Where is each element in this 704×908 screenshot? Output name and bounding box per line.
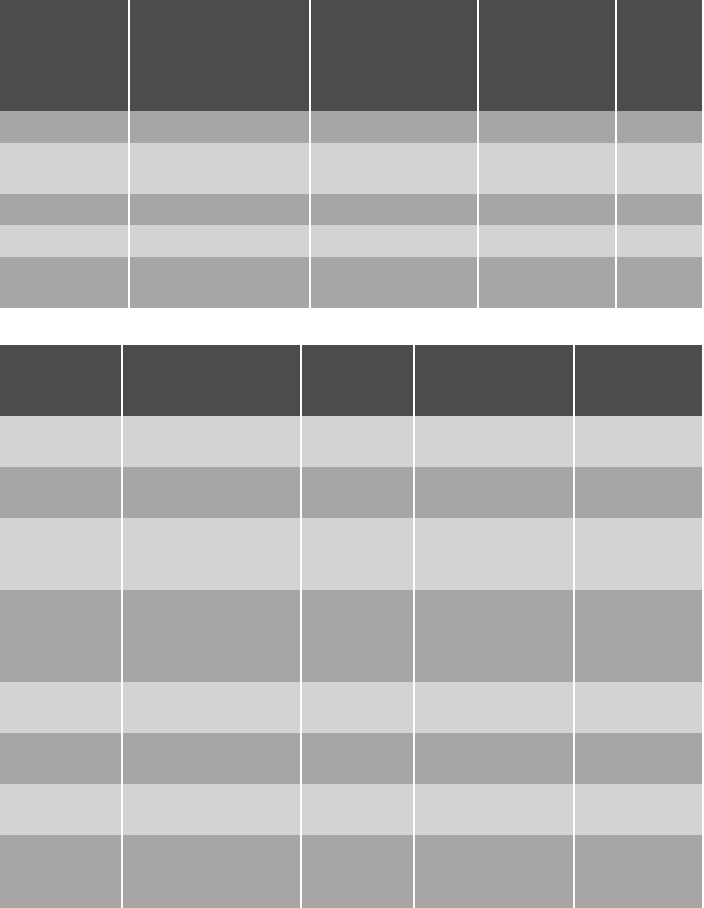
table-row <box>0 257 702 308</box>
column-divider <box>309 0 311 308</box>
table-row <box>0 784 702 835</box>
table-row <box>0 733 702 784</box>
column-divider <box>300 345 302 908</box>
table-row <box>0 225 702 257</box>
header-row <box>0 0 702 111</box>
table-row <box>0 111 702 143</box>
table-row <box>0 518 702 590</box>
table-row <box>0 467 702 518</box>
table <box>0 0 702 308</box>
table-row <box>0 416 702 467</box>
table-row <box>0 590 702 682</box>
column-divider <box>128 0 130 308</box>
column-divider <box>413 345 415 908</box>
header-row <box>0 345 702 416</box>
column-divider <box>615 0 617 308</box>
table-row <box>0 682 702 733</box>
column-divider <box>477 0 479 308</box>
column-divider <box>121 345 123 908</box>
table-row <box>0 143 702 194</box>
table-row <box>0 194 702 225</box>
table <box>0 345 702 908</box>
table-row <box>0 835 702 908</box>
column-divider <box>573 345 575 908</box>
